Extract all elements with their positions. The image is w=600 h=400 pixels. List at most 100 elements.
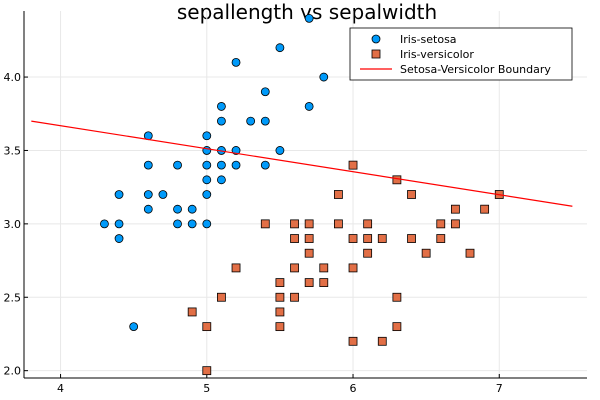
legend-marker-square: [371, 49, 381, 59]
series-layer: [31, 13, 573, 376]
versicolor-point: [202, 366, 212, 376]
setosa-point: [202, 131, 212, 141]
setosa-point: [217, 175, 226, 185]
setosa-point: [202, 160, 212, 170]
versicolor-point: [275, 322, 285, 332]
versicolor-point: [377, 234, 387, 243]
versicolor-point: [465, 248, 475, 258]
versicolor-point: [290, 263, 299, 273]
versicolor-point: [480, 204, 490, 214]
versicolor-point: [407, 190, 416, 199]
legend-label: Iris-versicolor: [400, 48, 474, 61]
setosa-point: [231, 57, 241, 67]
versicolor-point: [275, 278, 285, 287]
setosa-point: [260, 87, 270, 97]
series-iris-setosa: [100, 13, 329, 332]
setosa-point: [202, 175, 212, 185]
versicolor-point: [392, 175, 402, 185]
versicolor-point: [407, 234, 416, 243]
versicolor-point: [450, 204, 460, 214]
setosa-point: [319, 72, 329, 82]
versicolor-point: [231, 263, 241, 273]
setosa-point: [217, 102, 226, 111]
x-tick-label: 4: [57, 382, 64, 395]
versicolor-point: [436, 219, 446, 229]
versicolor-point: [304, 234, 314, 243]
setosa-point: [187, 219, 197, 229]
y-tick-label: 3.5: [4, 144, 22, 157]
y-tick-label: 4.0: [4, 71, 22, 84]
setosa-point: [143, 160, 153, 170]
setosa-point: [260, 160, 270, 170]
setosa-point: [129, 322, 139, 332]
setosa-point: [114, 234, 124, 243]
setosa-point: [275, 146, 285, 155]
versicolor-point: [304, 278, 314, 287]
legend-box: [349, 27, 573, 81]
setosa-point: [304, 102, 314, 111]
versicolor-point: [202, 322, 212, 332]
versicolor-point: [363, 219, 373, 229]
versicolor-point: [436, 234, 446, 243]
versicolor-point: [217, 292, 226, 302]
versicolor-point: [290, 234, 299, 243]
y-tick-label: 2.5: [4, 291, 22, 304]
versicolor-point: [187, 307, 197, 317]
versicolor-point: [348, 263, 358, 273]
legend: Iris-setosa Iris-versicolor Setosa-Versico…: [349, 27, 573, 81]
versicolor-point: [348, 234, 358, 243]
versicolor-point: [319, 278, 329, 287]
versicolor-point: [275, 307, 285, 317]
legend-marker-circle: [371, 34, 381, 44]
setosa-point: [173, 204, 182, 214]
x-tick-label: 5: [203, 382, 210, 395]
versicolor-point: [319, 263, 329, 273]
setosa-point: [217, 160, 226, 170]
versicolor-point: [348, 336, 358, 346]
versicolor-point: [450, 219, 460, 229]
series-setosa-versicolor-boundary: [31, 120, 573, 207]
setosa-point: [114, 219, 124, 229]
legend-label: Setosa-Versicolor Boundary: [400, 63, 551, 76]
setosa-point: [202, 190, 212, 199]
setosa-point: [260, 116, 270, 126]
versicolor-point: [363, 234, 373, 243]
tick-labels: 4 5 6 7 2.0 2.5 3.0 3.5 4.0: [4, 71, 503, 395]
x-tick-label: 7: [496, 382, 503, 395]
setosa-point: [202, 219, 212, 229]
versicolor-point: [421, 248, 431, 258]
setosa-point: [143, 190, 153, 199]
versicolor-point: [260, 219, 270, 229]
setosa-point: [217, 116, 226, 126]
setosa-point: [202, 146, 212, 155]
setosa-point: [187, 204, 197, 214]
versicolor-point: [392, 322, 402, 332]
versicolor-point: [334, 190, 343, 199]
versicolor-point: [275, 292, 285, 302]
boundary-line: [31, 120, 573, 207]
setosa-point: [231, 160, 241, 170]
setosa-point: [100, 219, 109, 229]
versicolor-point: [377, 336, 387, 346]
y-tick-label: 3.0: [4, 218, 22, 231]
setosa-point: [173, 160, 182, 170]
y-tick-label: 2.0: [4, 365, 22, 378]
setosa-point: [143, 204, 153, 214]
series-iris-versicolor: [187, 160, 504, 376]
axes: [23, 11, 587, 379]
versicolor-point: [392, 292, 402, 302]
setosa-point: [158, 190, 168, 199]
versicolor-point: [290, 219, 299, 229]
versicolor-point: [363, 248, 373, 258]
versicolor-point: [290, 292, 299, 302]
setosa-point: [304, 13, 314, 23]
versicolor-point: [334, 219, 343, 229]
setosa-point: [114, 190, 124, 199]
setosa-point: [246, 116, 256, 126]
setosa-point: [275, 43, 285, 53]
versicolor-point: [348, 160, 358, 170]
legend-label: Iris-setosa: [400, 33, 457, 46]
versicolor-point: [304, 219, 314, 229]
x-tick-label: 6: [350, 382, 357, 395]
